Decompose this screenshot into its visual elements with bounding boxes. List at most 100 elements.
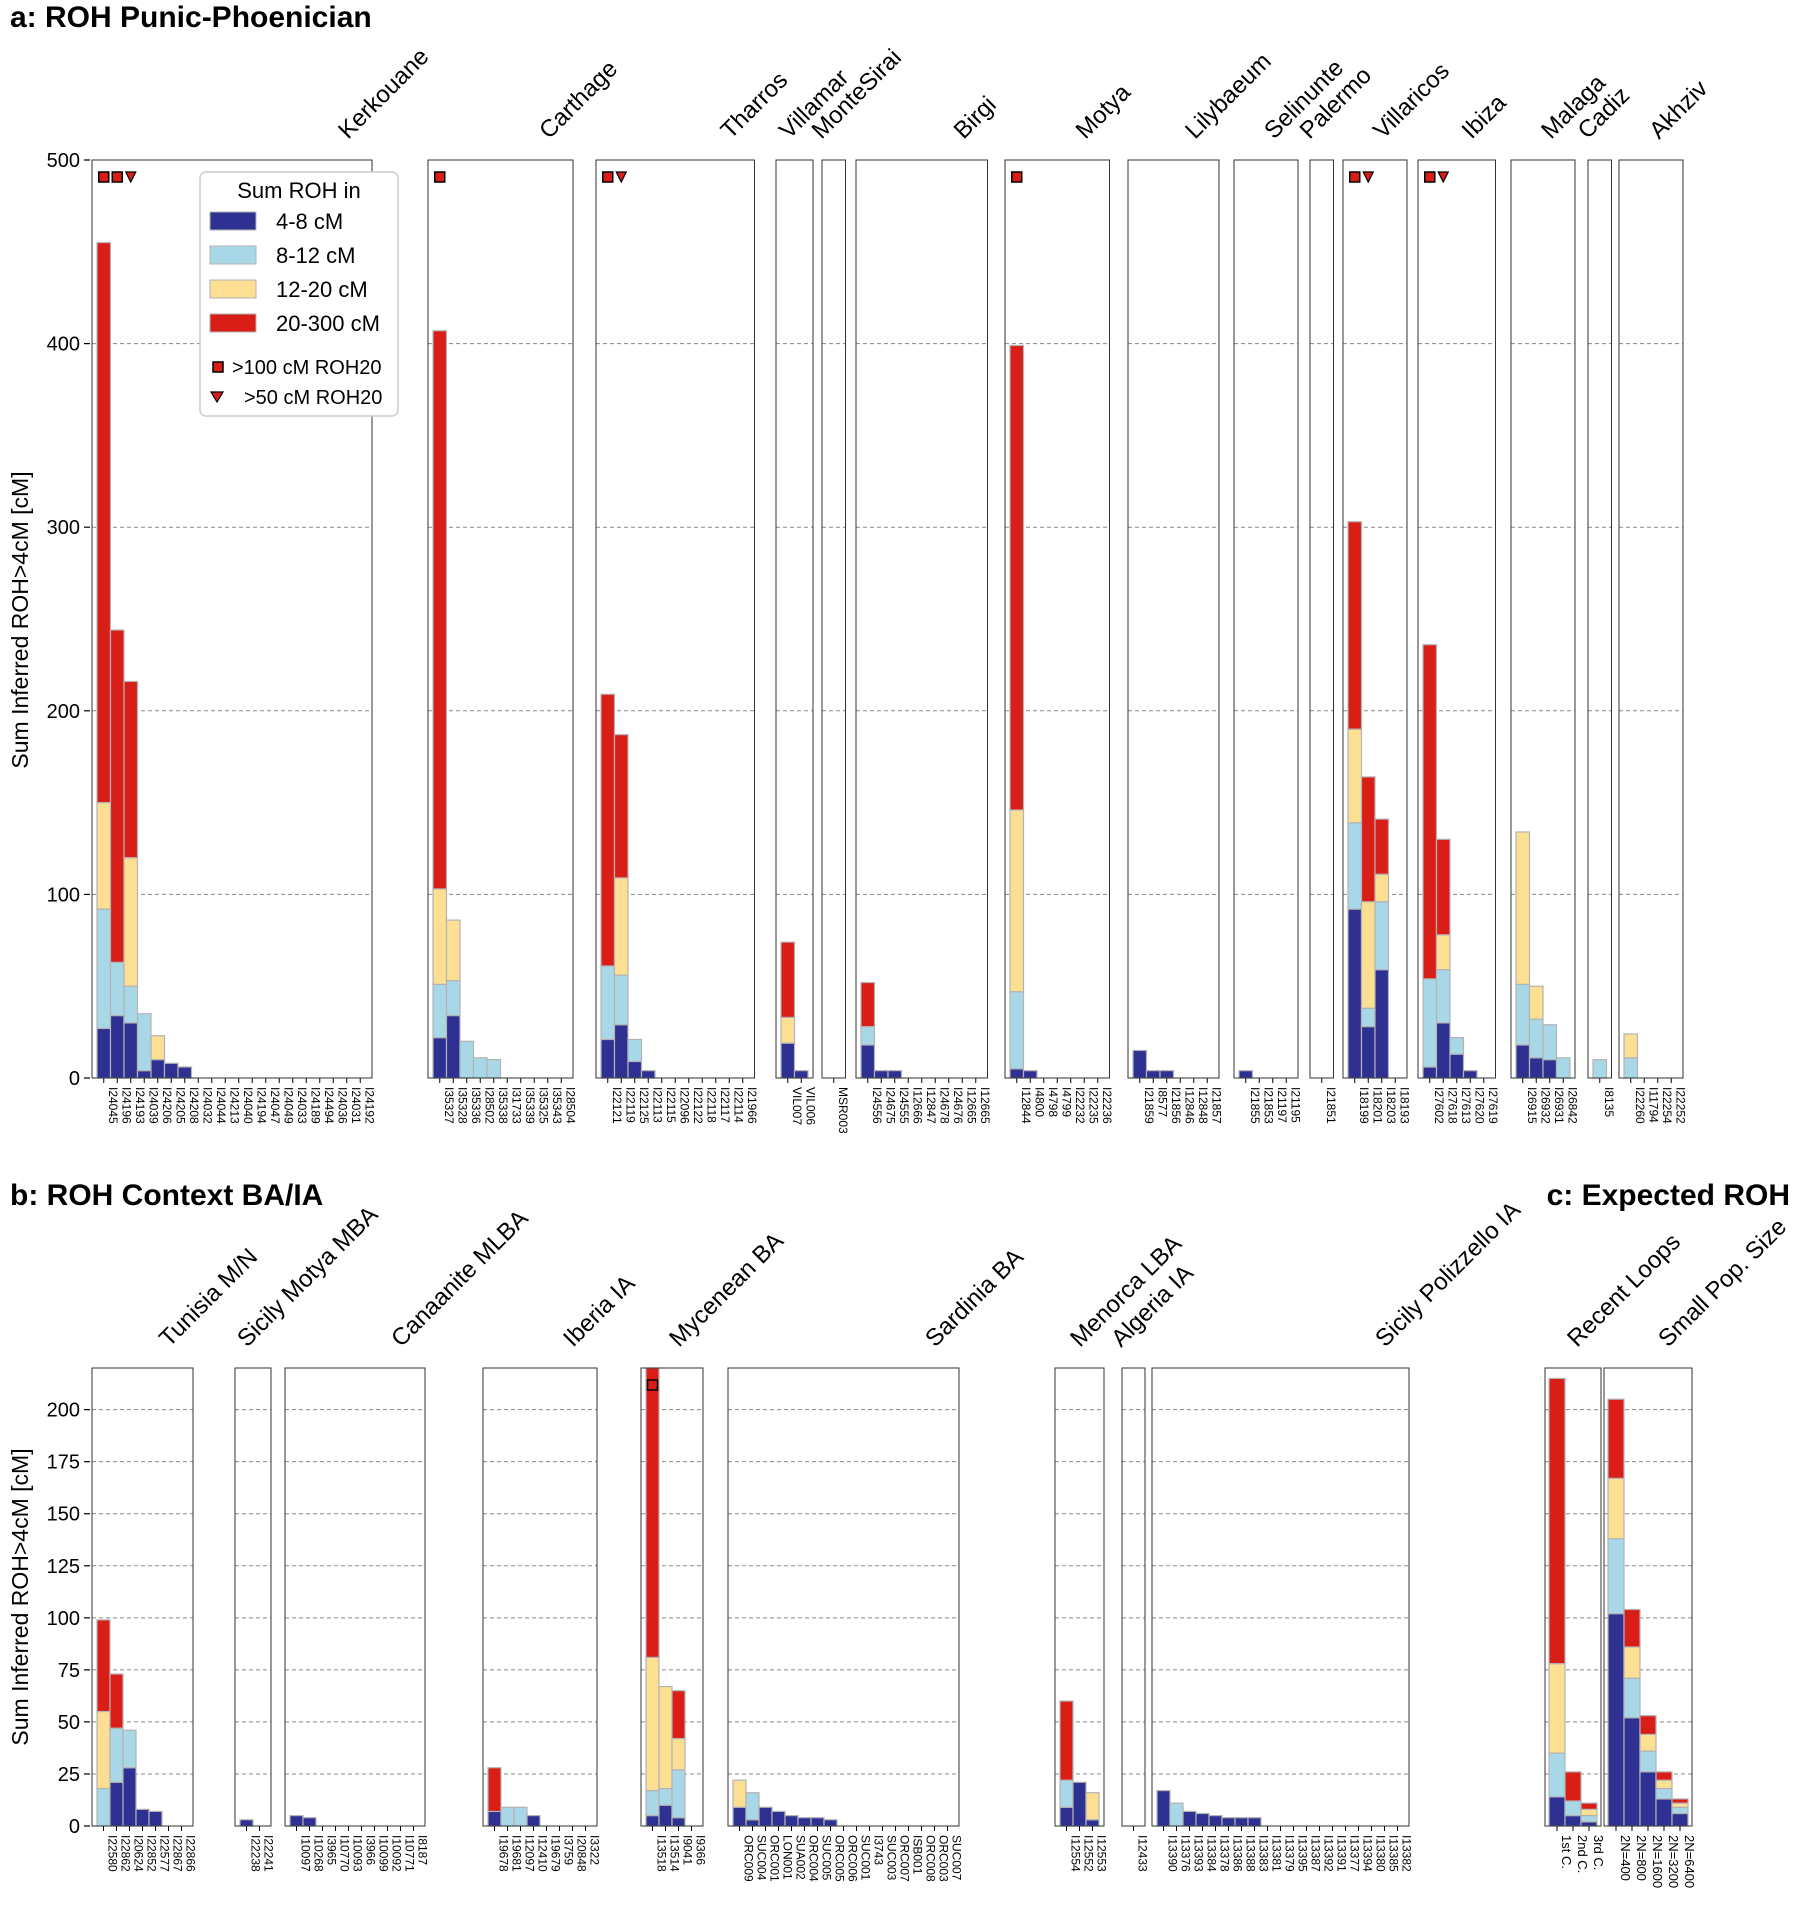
sample-label: I21966 bbox=[745, 1087, 759, 1124]
y-tick-label: 200 bbox=[47, 1400, 80, 1422]
group-label: Sardinia BA bbox=[920, 1244, 1029, 1353]
bar-segment bbox=[613, 1024, 629, 1079]
bar-segment bbox=[1247, 1817, 1262, 1827]
sample-label: I13376 bbox=[1179, 1835, 1193, 1872]
sample-label: I13383 bbox=[1257, 1835, 1271, 1872]
subplot-frame bbox=[821, 159, 846, 1079]
legend-entry: 4-8 cM bbox=[276, 209, 343, 234]
bar-segment bbox=[671, 1690, 686, 1740]
bar-segment bbox=[627, 1060, 643, 1079]
bar-segment bbox=[1623, 1646, 1641, 1679]
bar-segment bbox=[1639, 1733, 1657, 1752]
bar-segment bbox=[445, 980, 461, 1017]
sample-label: I24206 bbox=[160, 1087, 174, 1124]
bar-segment bbox=[432, 983, 448, 1039]
subplot-frame bbox=[1510, 159, 1576, 1079]
bar-segment bbox=[1195, 1812, 1210, 1827]
bar-segment bbox=[123, 1022, 139, 1079]
sample-label: I13380 bbox=[1374, 1835, 1388, 1872]
sample-label: I13395 bbox=[1296, 1835, 1310, 1872]
sample-label: 2N=800 bbox=[1634, 1835, 1649, 1881]
sample-label: 2N=400 bbox=[1618, 1835, 1633, 1881]
sample-label: 2N=3200 bbox=[1666, 1835, 1681, 1888]
bar-segment bbox=[1238, 1070, 1254, 1079]
legend-box bbox=[199, 171, 399, 417]
sample-label: I13377 bbox=[1348, 1835, 1362, 1872]
bar-segment bbox=[1182, 1810, 1197, 1827]
y-tick-label: 175 bbox=[47, 1452, 80, 1474]
bar-segment bbox=[432, 330, 448, 890]
bar-segment bbox=[1422, 1066, 1438, 1079]
sample-label: I35336 bbox=[469, 1087, 483, 1124]
sample-label: I13393 bbox=[1192, 1835, 1206, 1872]
bar-segment bbox=[526, 1814, 541, 1827]
sample-label: I27619 bbox=[1486, 1087, 1500, 1124]
sample-label: MSR003 bbox=[836, 1087, 850, 1134]
subplot-frame bbox=[91, 159, 373, 1079]
sample-label: I22096 bbox=[677, 1087, 691, 1124]
bar-segment bbox=[1623, 1608, 1641, 1648]
bar-segment bbox=[732, 1779, 747, 1808]
sample-label: 2N=6400 bbox=[1682, 1835, 1697, 1888]
legend-swatch bbox=[209, 211, 257, 231]
marker-100cm bbox=[1424, 171, 1436, 183]
subplot-frame bbox=[1127, 159, 1220, 1079]
bar-segment bbox=[1208, 1814, 1223, 1827]
sample-label: SUA002 bbox=[794, 1835, 808, 1880]
sample-label: I10092 bbox=[390, 1835, 404, 1872]
sample-label: I22122 bbox=[691, 1087, 705, 1124]
y-tick-label: 150 bbox=[47, 1504, 80, 1526]
bar-segment bbox=[289, 1814, 304, 1827]
y-tick-label: 25 bbox=[58, 1764, 80, 1786]
sample-label: 1st C. bbox=[1559, 1835, 1574, 1869]
subplot-frame bbox=[855, 159, 988, 1079]
bar-segment bbox=[1422, 644, 1438, 980]
bar-segment bbox=[1374, 901, 1390, 971]
sample-label: I10093 bbox=[351, 1835, 365, 1872]
bar-segment bbox=[486, 1059, 502, 1079]
marker-50cm bbox=[1362, 171, 1375, 184]
sample-label: I22117 bbox=[718, 1087, 732, 1123]
bar-segment bbox=[445, 919, 461, 982]
subplot-frame bbox=[1151, 1367, 1410, 1827]
sample-label: I24676 bbox=[951, 1087, 965, 1124]
sample-label: I13518 bbox=[655, 1835, 669, 1872]
sample-label: I26915 bbox=[1525, 1087, 1539, 1124]
y-tick-label: 75 bbox=[58, 1660, 80, 1682]
legend-swatch bbox=[209, 313, 257, 333]
legend-marker-entry: >50 cM ROH20 bbox=[244, 387, 382, 409]
sample-label: ORC007 bbox=[898, 1835, 912, 1882]
bar-segment bbox=[640, 1070, 656, 1079]
sample-label: I22113 bbox=[650, 1087, 664, 1123]
bar-segment bbox=[658, 1685, 673, 1790]
sample-label: I13514 bbox=[668, 1835, 682, 1872]
group-label: Iberia IA bbox=[558, 1270, 640, 1352]
sample-label: I13390 bbox=[1166, 1835, 1180, 1872]
sample-label: I9366 bbox=[694, 1835, 708, 1865]
bar-segment bbox=[600, 1038, 616, 1079]
sample-label: VIL006 bbox=[803, 1087, 817, 1125]
bar-segment bbox=[472, 1057, 488, 1079]
marker-100cm bbox=[434, 171, 446, 183]
subplot-frame bbox=[1309, 159, 1334, 1079]
bar-segment bbox=[1655, 1779, 1673, 1790]
sample-label: I12847 bbox=[924, 1087, 938, 1124]
bar-segment bbox=[1542, 1059, 1558, 1079]
sample-label: ORC008 bbox=[924, 1835, 938, 1882]
sample-label: I35327 bbox=[442, 1087, 456, 1124]
bar-segment bbox=[1580, 1802, 1598, 1810]
bar-segment bbox=[150, 1035, 166, 1061]
bar-segment bbox=[1548, 1377, 1566, 1665]
subplot-frame bbox=[427, 159, 574, 1079]
bar-segment bbox=[148, 1810, 163, 1827]
sample-label: SUC005 bbox=[820, 1835, 834, 1881]
panel-b-title: b: ROH Context BA/IA bbox=[10, 1179, 323, 1212]
bar-segment bbox=[1360, 776, 1376, 903]
subplot-frame bbox=[1587, 159, 1612, 1079]
bar-segment bbox=[1009, 809, 1025, 993]
group-label: Sicily Motya MBA bbox=[232, 1201, 383, 1352]
bar-segment bbox=[745, 1792, 760, 1821]
legend-triangle-marker bbox=[209, 391, 225, 404]
bar-segment bbox=[1422, 978, 1438, 1068]
